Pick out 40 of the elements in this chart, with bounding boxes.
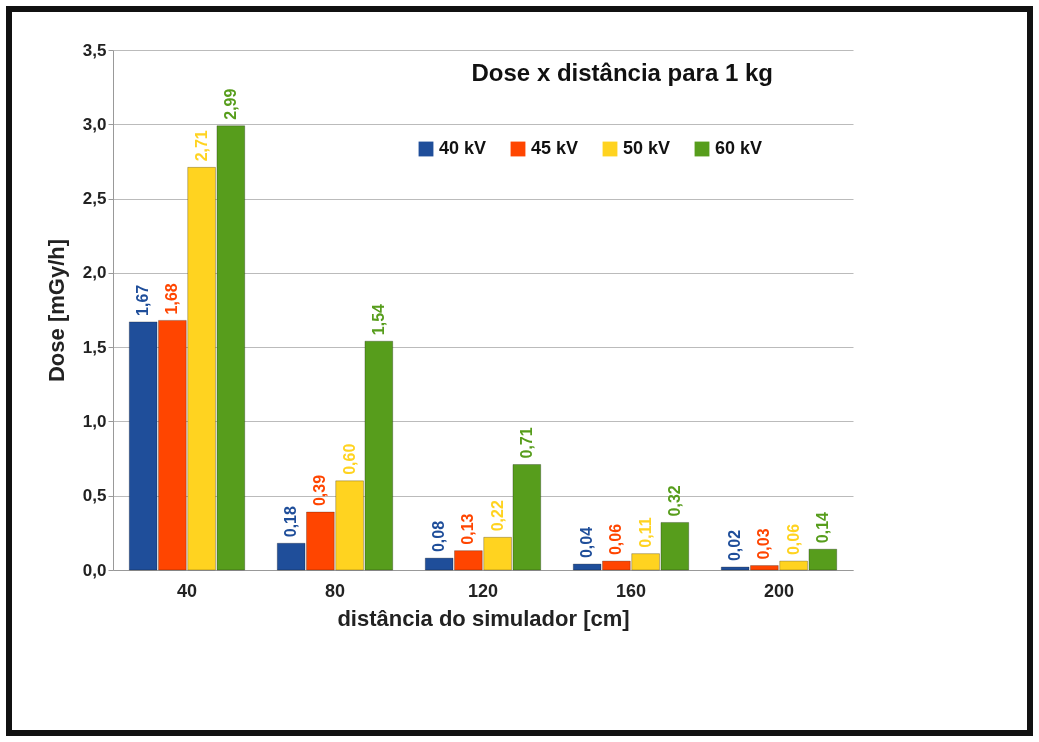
x-tick-label: 80: [324, 580, 346, 601]
data-label: 2,99: [221, 88, 239, 120]
x-tick-label: 120: [467, 580, 499, 601]
data-label: 0,03: [755, 528, 773, 560]
x-tick-label: 40: [176, 580, 198, 601]
data-label: 0,04: [578, 526, 596, 559]
y-tick-label: 1,5: [82, 337, 107, 357]
data-label: 0,02: [726, 529, 744, 562]
data-label: 0,06: [607, 523, 625, 556]
legend-label: 60 kV: [715, 138, 763, 158]
y-tick-label: 2,0: [82, 263, 107, 283]
data-label: 0,32: [665, 485, 683, 517]
data-label: 0,14: [813, 511, 831, 544]
y-tick-label: 1,0: [82, 411, 107, 431]
data-label: 0,71: [517, 427, 535, 459]
data-label: 0,22: [488, 500, 506, 532]
data-label: 1,54: [369, 303, 387, 336]
data-label: 0,18: [282, 506, 300, 538]
data-label: 0,60: [340, 443, 358, 475]
y-tick-label: 3,0: [82, 114, 107, 134]
y-axis-title: Dose [mGy/h]: [43, 238, 69, 383]
data-label: 2,71: [192, 130, 210, 162]
data-label: 0,08: [430, 520, 448, 553]
data-label: 0,06: [784, 523, 802, 556]
data-label: 0,11: [636, 517, 654, 548]
y-tick-label: 0,0: [82, 560, 107, 580]
data-label: 0,39: [311, 474, 329, 507]
legend-label: 45 kV: [531, 138, 579, 158]
data-label: 1,67: [134, 284, 152, 316]
y-tick-label: 2,5: [82, 189, 107, 209]
chart-title: Dose x distância para 1 kg: [471, 59, 773, 86]
y-tick-label: 0,5: [82, 486, 107, 506]
legend-label: 50 kV: [623, 138, 671, 158]
data-label: 1,68: [163, 283, 181, 315]
legend-label: 40 kV: [439, 138, 487, 158]
x-tick-label: 160: [615, 580, 647, 601]
data-label: 0,13: [459, 513, 477, 545]
x-tick-label: 200: [763, 580, 795, 601]
x-axis-title: distância do simulador [cm]: [337, 605, 630, 631]
y-tick-label: 3,5: [82, 40, 107, 60]
